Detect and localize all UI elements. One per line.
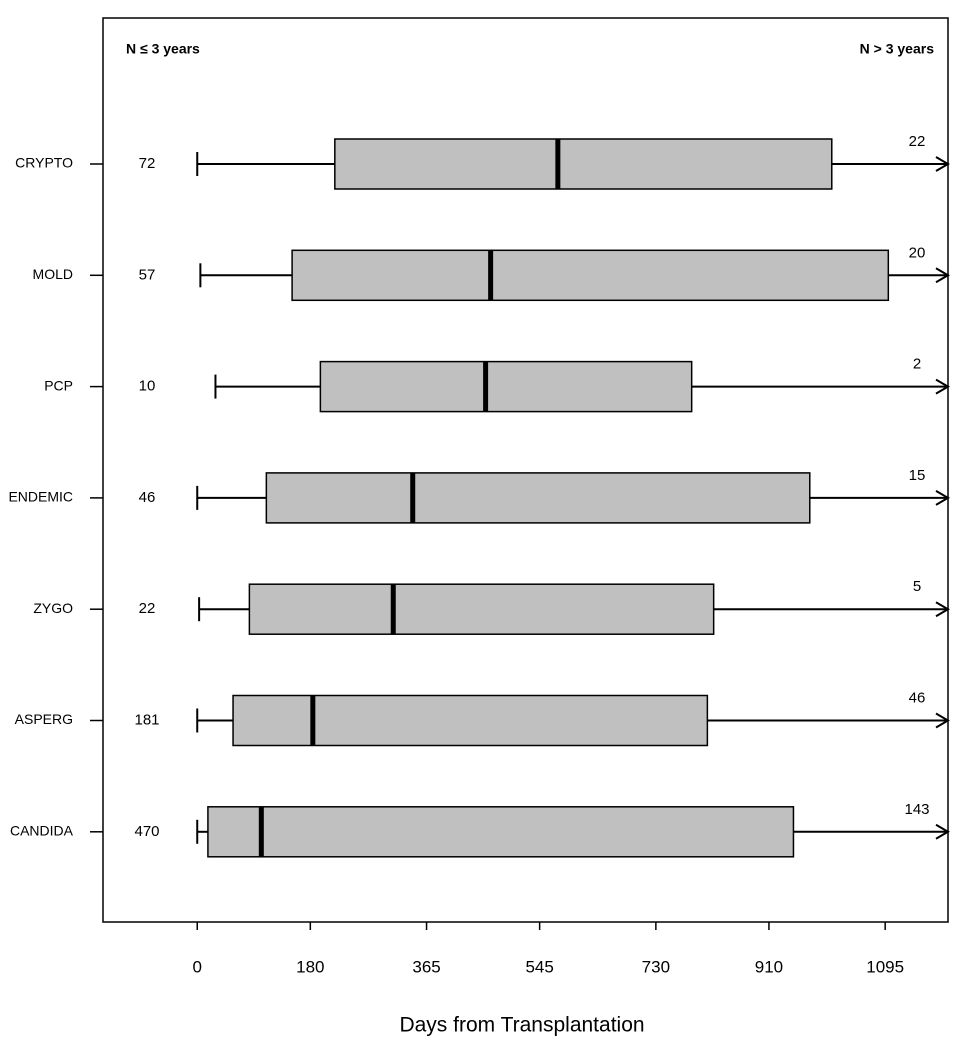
n-left: 72 [139, 155, 156, 172]
arrow-head [935, 267, 950, 284]
n-right: 22 [909, 133, 926, 150]
n-left: 22 [139, 600, 156, 617]
n-right: 5 [913, 578, 921, 595]
x-axis-label: Days from Transplantation [399, 1014, 644, 1037]
box [319, 360, 693, 413]
n-left: 57 [139, 266, 156, 283]
box [334, 138, 833, 190]
n-left: 470 [134, 823, 159, 840]
right-header: N > 3 years [860, 41, 935, 57]
y-tick-label: ASPERG [15, 711, 73, 727]
box [207, 806, 795, 858]
n-left: 46 [139, 489, 156, 506]
arrow-head [935, 712, 950, 729]
n-right: 2 [913, 356, 921, 373]
x-tick-label: 1095 [866, 957, 904, 976]
n-right: 15 [909, 467, 926, 484]
x-tick-label: 0 [193, 957, 202, 976]
arrow-head [935, 378, 950, 395]
y-tick-label: ZYGO [33, 600, 73, 616]
box [248, 583, 715, 635]
n-left: 10 [139, 378, 156, 395]
x-tick-label: 730 [642, 957, 670, 976]
n-right: 143 [904, 801, 929, 818]
box [265, 472, 811, 524]
x-tick-label: 910 [755, 957, 783, 976]
box [291, 249, 890, 302]
arrow-head [935, 490, 950, 506]
y-tick-label: CRYPTO [15, 155, 73, 171]
n-left: 181 [134, 711, 159, 728]
y-tick-label: PCP [44, 377, 73, 393]
plot-frame [102, 17, 949, 923]
x-tick-label: 180 [296, 957, 324, 976]
n-right: 46 [909, 689, 926, 706]
y-tick-label: ENDEMIC [8, 489, 73, 505]
arrow-head [935, 601, 950, 618]
y-tick-label: MOLD [33, 266, 73, 282]
y-tick-label: CANDIDA [10, 823, 74, 839]
box [232, 694, 709, 747]
n-right: 20 [909, 244, 926, 261]
arrow-head [935, 823, 950, 840]
arrow-head [935, 156, 950, 172]
x-tick-label: 365 [412, 957, 440, 976]
left-header: N ≤ 3 years [126, 41, 200, 57]
x-tick-label: 545 [525, 957, 553, 976]
